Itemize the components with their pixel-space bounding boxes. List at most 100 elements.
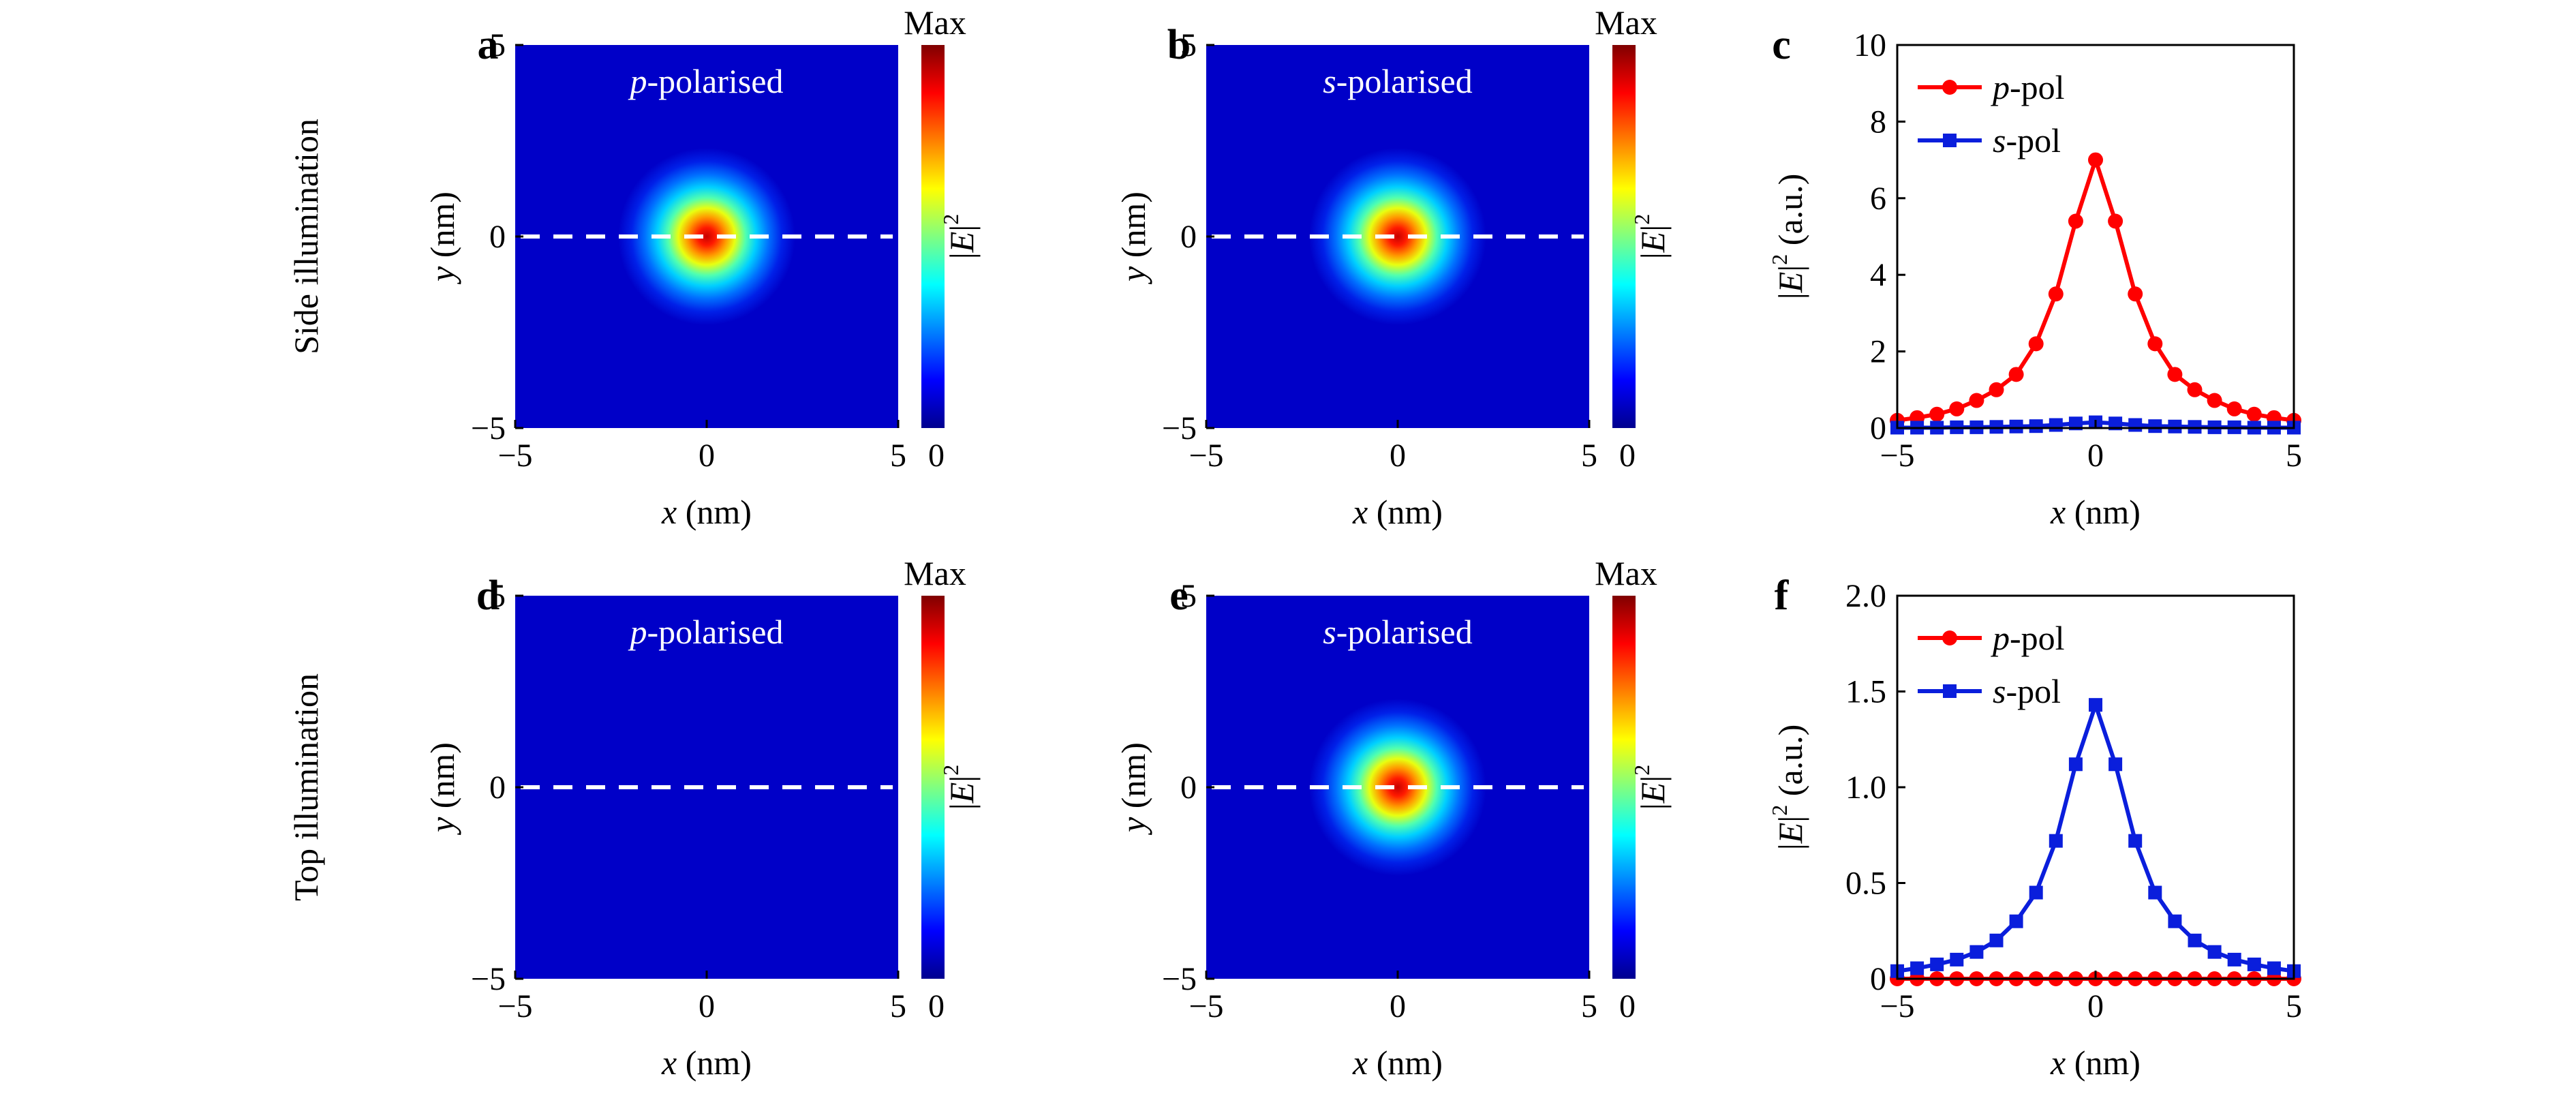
field-hotspot	[1309, 148, 1486, 325]
x-tick-label: 5	[890, 438, 906, 474]
legend-label: p-pol	[1991, 619, 2065, 657]
y-tick-label: 0	[1870, 410, 1886, 446]
data-point	[2168, 914, 2182, 928]
y-tick-label: 4	[1870, 257, 1886, 293]
legend-marker	[1942, 630, 1957, 645]
y-tick-label: 8	[1870, 104, 1886, 140]
data-point	[2148, 885, 2162, 900]
abs-bar: |	[1771, 816, 1809, 823]
y-axis-unit: (nm)	[423, 742, 461, 817]
data-point	[2048, 286, 2064, 302]
colorbar-max-label: Max	[904, 554, 966, 592]
legend-entry-s-pol: s-pol	[1918, 121, 2061, 159]
data-point	[2148, 419, 2162, 433]
y-tick-label: 6	[1870, 181, 1886, 217]
x-tick-label: 0	[1390, 438, 1406, 474]
data-point	[2009, 914, 2023, 928]
colorbar-max-label: Max	[1595, 3, 1657, 42]
y-tick-label: 1.0	[1845, 770, 1886, 806]
x-tick-label: −5	[497, 988, 532, 1024]
panel-letter: e	[1169, 573, 1189, 619]
y-axis-unit: (a.u.)	[1771, 174, 1809, 254]
abs-bar: |	[1634, 776, 1672, 782]
legend-marker	[1943, 684, 1957, 698]
row-label: Side illumination	[287, 119, 325, 354]
abs-bar: |	[1771, 292, 1809, 299]
plot-frame	[1896, 594, 2295, 980]
x-axis-unit: (nm)	[2066, 1044, 2141, 1082]
polarisation-suffix: -polarised	[1336, 62, 1473, 100]
y-tick-label: −5	[471, 410, 506, 446]
heatmap-background	[515, 596, 898, 979]
plot-frame	[1896, 44, 2295, 429]
data-point	[1969, 393, 1984, 408]
legend-suffix: -pol	[2010, 68, 2065, 106]
row-label: Top illumination	[287, 673, 325, 901]
x-tick-label: 5	[2286, 988, 2302, 1024]
y-tick-label: 0	[1870, 961, 1886, 997]
x-axis-unit: (nm)	[1368, 1044, 1443, 1082]
polarisation-label: p-polarised	[628, 62, 784, 100]
panel-letter: d	[476, 573, 500, 619]
polarisation-suffix: -polarised	[647, 613, 784, 651]
colorbar-min-label: 0	[928, 438, 945, 474]
data-point	[1950, 952, 1964, 966]
data-point	[1910, 961, 1925, 975]
x-axis-var: x	[1352, 493, 1368, 531]
data-point	[2168, 419, 2182, 433]
y-axis-label: y (nm)	[1114, 742, 1152, 836]
data-point	[2167, 367, 2183, 382]
abs-bar: |	[942, 803, 981, 810]
data-point	[2188, 420, 2202, 434]
polarisation-label: s-polarised	[1323, 613, 1472, 651]
x-axis-unit: (nm)	[1368, 493, 1443, 531]
y-tick-label: 5	[1180, 27, 1197, 63]
data-point	[2109, 416, 2123, 431]
colorbar	[1612, 45, 1636, 428]
legend-letter: s	[1993, 672, 2006, 710]
x-axis-var: x	[1352, 1044, 1368, 1082]
data-point	[2267, 961, 2281, 975]
data-point	[1930, 957, 1944, 971]
data-point	[2068, 757, 2083, 772]
x-axis-var: x	[2050, 493, 2066, 531]
line-chart-f: f−5 0 500.51.01.52.0x (nm)|E|2 (a.u.)p-pol…	[1767, 573, 2302, 1082]
abs-bar: |	[942, 252, 981, 259]
y-tick-label: −5	[1162, 961, 1197, 997]
colorbar	[921, 596, 945, 979]
y-tick-label: −5	[471, 961, 506, 997]
colorbar	[921, 45, 945, 428]
y-axis-label: |E|2 (a.u.)	[1767, 174, 1809, 300]
x-tick-label: −5	[1880, 988, 1914, 1024]
x-tick-label: 5	[1581, 988, 1597, 1024]
data-point	[2247, 957, 2261, 971]
x-tick-label: 5	[890, 988, 906, 1024]
legend-marker	[1943, 134, 1957, 147]
colorbar-var: E	[1634, 232, 1672, 254]
x-tick-label: −5	[1880, 438, 1914, 474]
legend-letter: s	[1993, 121, 2006, 159]
colorbar-label: |E|2	[938, 765, 981, 810]
y-axis-label: y (nm)	[423, 192, 461, 285]
x-axis-unit: (nm)	[2066, 493, 2141, 531]
polarisation-letter: p	[628, 613, 647, 651]
y-tick-label: 0	[1180, 770, 1197, 806]
data-point	[2207, 945, 2222, 959]
colorbar-var: E	[1634, 782, 1672, 804]
data-point	[2108, 213, 2123, 229]
y-axis-label: y (nm)	[1114, 192, 1152, 285]
data-point	[1989, 933, 2004, 947]
x-axis-unit: (nm)	[677, 493, 752, 531]
x-axis-label: x (nm)	[661, 1044, 752, 1082]
data-point	[1969, 945, 1984, 959]
x-axis-label: x (nm)	[1352, 493, 1443, 531]
x-axis-var: x	[661, 1044, 677, 1082]
y-axis-var: E	[1771, 823, 1809, 844]
x-tick-label: −5	[497, 438, 532, 474]
panel-letter: a	[478, 22, 499, 68]
